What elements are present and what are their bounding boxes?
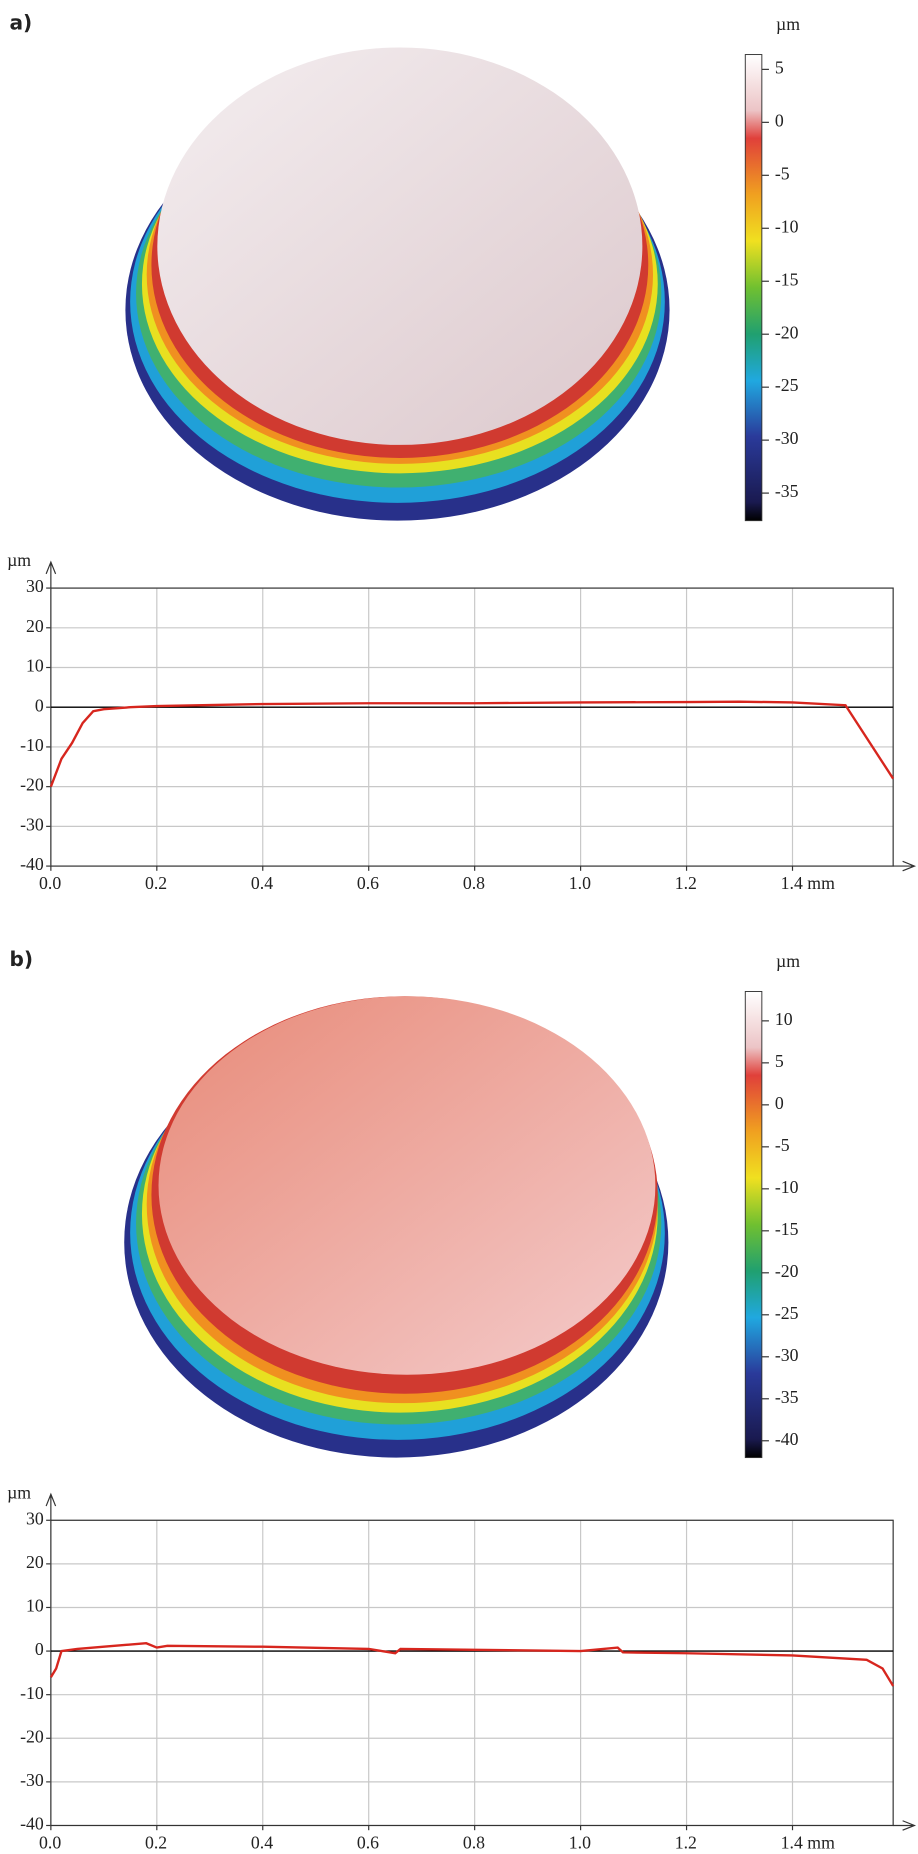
x-tick-label: 0.6 (357, 873, 379, 893)
y-tick-label: -40 (20, 1814, 44, 1834)
profile-line (49, 700, 895, 788)
colorbar-tick-label: -35 (775, 1387, 799, 1407)
colorbar-tick-label: -40 (775, 1429, 799, 1449)
colorbar-tick-label: 10 (775, 1009, 793, 1029)
colorbar-tick-label: -15 (775, 269, 799, 289)
plot-frame (50, 1519, 894, 1827)
colorbar-tick-label: -35 (775, 481, 799, 501)
colorbar-tick-label: 5 (775, 57, 784, 77)
x-tick-label: 0.8 (463, 873, 485, 893)
colorbar-tick-label: -20 (775, 322, 799, 342)
y-tick-label: 30 (26, 576, 44, 596)
x-tick-label: 1.4 mm (781, 873, 835, 893)
y-unit: µm (7, 1482, 31, 1502)
colorbar-tick-label: -10 (775, 1177, 799, 1197)
y-tick-label: 0 (35, 695, 44, 715)
panel-label: b) (9, 947, 33, 971)
colorbar-tick-label: 0 (775, 110, 784, 130)
x-tick-label: 0.0 (39, 873, 61, 893)
x-tick-label: 0.8 (463, 1832, 485, 1852)
y-tick-label: 30 (26, 1508, 44, 1528)
colorbar-tick-label: -30 (775, 428, 799, 448)
x-tick-label: 0.0 (39, 1832, 61, 1852)
surface-a (125, 47, 670, 521)
y-unit: µm (7, 550, 31, 570)
y-tick-label: 20 (26, 616, 44, 636)
y-tick-label: 0 (35, 1639, 44, 1659)
colorbar-tick-label: -25 (775, 375, 799, 395)
x-tick-label: 1.0 (569, 1832, 591, 1852)
colorbar-tick-label: -25 (775, 1303, 799, 1323)
colorbar-tick-label: -30 (775, 1345, 799, 1365)
x-tick-label: 0.4 (251, 873, 273, 893)
y-tick-label: 10 (26, 656, 44, 676)
y-tick-label: -10 (20, 735, 44, 755)
y-axis-arrow (45, 560, 57, 589)
colorbar-unit: µm (776, 14, 800, 34)
y-axis-arrow (45, 1492, 57, 1521)
colorbar-tick-label: -15 (775, 1219, 799, 1239)
x-tick-label: 0.2 (145, 1832, 167, 1852)
y-tick-label: 20 (26, 1552, 44, 1572)
y-tick-label: 10 (26, 1596, 44, 1616)
x-tick-label: 1.2 (675, 1832, 697, 1852)
x-tick-label: 1.4 mm (781, 1832, 835, 1852)
colorbar-unit: µm (776, 951, 800, 971)
x-axis-arrow (893, 1820, 917, 1831)
surface-b (124, 996, 669, 1458)
profile-line (49, 1642, 895, 1687)
y-tick-label: -20 (20, 1726, 44, 1746)
x-tick-label: 0.4 (251, 1832, 273, 1852)
x-tick-label: 1.0 (569, 873, 591, 893)
colorbar-tick-label: 5 (775, 1051, 784, 1071)
y-tick-label: -20 (20, 775, 44, 795)
colorbar-tick-label: -10 (775, 216, 799, 236)
colorbar-tick-label: -20 (775, 1261, 799, 1281)
y-tick-label: -10 (20, 1683, 44, 1703)
x-tick-label: 1.2 (675, 873, 697, 893)
x-tick-label: 0.2 (145, 873, 167, 893)
y-tick-label: -30 (20, 814, 44, 834)
colorbar-tick-label: -5 (775, 1135, 790, 1155)
colorbar (744, 990, 763, 1459)
y-tick-label: -30 (20, 1770, 44, 1790)
colorbar-tick-label: -5 (775, 163, 790, 183)
colorbar-tick-label: 0 (775, 1093, 784, 1113)
plot-frame (50, 587, 894, 867)
y-tick-label: -40 (20, 854, 44, 874)
x-tick-label: 0.6 (357, 1832, 379, 1852)
x-axis-arrow (893, 860, 917, 872)
colorbar (744, 54, 763, 522)
panel-label: a) (9, 10, 32, 34)
